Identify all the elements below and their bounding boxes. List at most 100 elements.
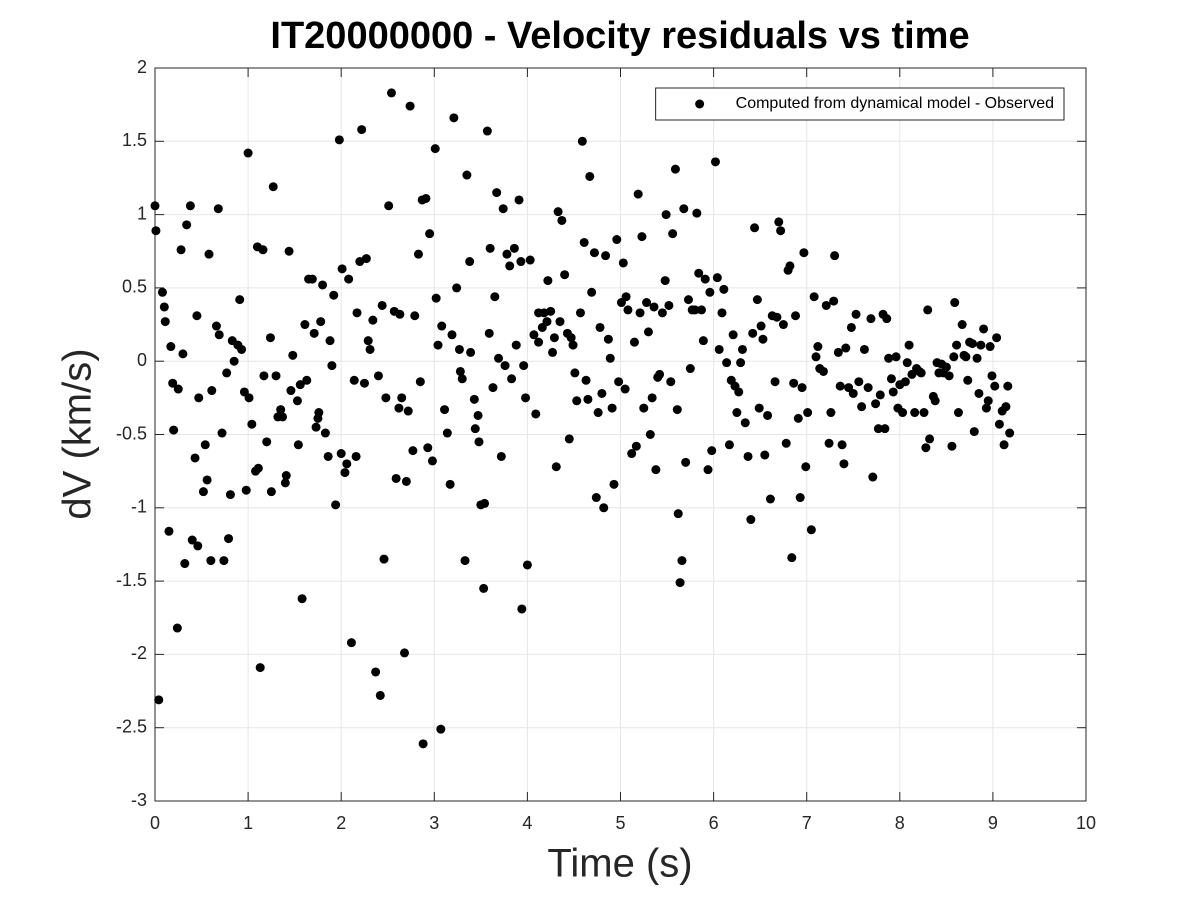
data-point <box>259 371 269 381</box>
data-point <box>394 403 404 413</box>
data-point <box>258 245 268 255</box>
data-point <box>882 314 892 324</box>
data-point <box>623 305 633 315</box>
data-point <box>320 428 330 438</box>
data-point <box>386 88 396 98</box>
data-point <box>178 349 188 359</box>
data-point <box>297 594 307 604</box>
data-point <box>647 393 657 403</box>
data-point <box>851 309 861 319</box>
data-point <box>284 246 294 256</box>
data-point <box>848 388 858 398</box>
x-tick-label: 4 <box>522 813 532 833</box>
data-point <box>357 125 367 135</box>
data-point <box>229 356 239 366</box>
legend-marker <box>695 99 705 109</box>
data-point <box>346 638 356 648</box>
data-point <box>763 410 773 420</box>
data-point <box>712 273 722 283</box>
data-point <box>748 328 758 338</box>
data-point <box>351 451 361 461</box>
data-point <box>994 419 1004 429</box>
data-point <box>157 287 167 297</box>
data-point <box>728 330 738 340</box>
data-point <box>710 157 720 167</box>
data-point <box>160 317 170 327</box>
x-tick-label: 5 <box>615 813 625 833</box>
data-point <box>423 443 433 453</box>
data-point <box>668 229 678 239</box>
data-point <box>983 396 993 406</box>
data-point <box>609 479 619 489</box>
data-point <box>278 412 288 422</box>
data-point <box>717 308 727 318</box>
data-point <box>337 264 347 274</box>
plot-frame <box>154 67 1087 802</box>
data-point <box>437 321 447 331</box>
data-point <box>740 418 750 428</box>
data-point <box>950 298 960 308</box>
data-point <box>449 113 459 123</box>
data-point <box>373 371 383 381</box>
data-point <box>498 204 508 214</box>
x-tick-label: 2 <box>336 813 346 833</box>
data-point <box>635 308 645 318</box>
data-point <box>979 324 989 334</box>
data-point <box>568 340 578 350</box>
data-point <box>187 535 197 545</box>
data-point <box>880 424 890 434</box>
data-point <box>575 308 585 318</box>
y-tick-label: 2 <box>137 57 147 77</box>
data-point <box>639 403 649 413</box>
data-point <box>470 424 480 434</box>
data-point <box>972 353 982 363</box>
data-point <box>482 126 492 136</box>
data-point <box>288 350 298 360</box>
data-point <box>774 217 784 227</box>
x-tick-label: 3 <box>429 813 439 833</box>
data-point <box>381 393 391 403</box>
data-point <box>546 306 556 316</box>
data-point <box>974 388 984 398</box>
data-point <box>534 337 544 347</box>
x-tick-label: 7 <box>802 813 812 833</box>
data-point <box>631 441 641 451</box>
data-point <box>677 556 687 566</box>
data-point <box>916 368 926 378</box>
data-point <box>789 378 799 388</box>
data-point <box>213 204 223 214</box>
data-point <box>886 374 896 384</box>
data-point <box>754 403 764 413</box>
data-point <box>666 377 676 387</box>
data-point <box>352 308 362 318</box>
data-point <box>410 311 420 321</box>
data-point <box>531 409 541 419</box>
data-point <box>967 339 977 349</box>
data-point <box>391 473 401 483</box>
data-point <box>500 361 510 371</box>
data-point <box>969 427 979 437</box>
data-point <box>286 386 296 396</box>
data-point <box>572 396 582 406</box>
data-point <box>425 229 435 239</box>
data-point <box>664 300 674 310</box>
data-point <box>207 386 217 396</box>
data-point <box>180 559 190 569</box>
data-point <box>276 405 286 415</box>
data-point <box>752 295 762 305</box>
data-point <box>190 453 200 463</box>
data-point <box>334 135 344 145</box>
data-point <box>760 450 770 460</box>
data-point <box>280 478 290 488</box>
data-point <box>570 368 580 378</box>
x-tick-label: 8 <box>895 813 905 833</box>
data-point <box>683 295 693 305</box>
data-point <box>560 270 570 280</box>
data-point <box>925 434 935 444</box>
data-point <box>192 311 202 321</box>
data-point <box>309 328 319 338</box>
data-point <box>159 302 169 312</box>
data-point <box>591 493 601 503</box>
data-point <box>397 393 407 403</box>
data-point <box>930 396 940 406</box>
